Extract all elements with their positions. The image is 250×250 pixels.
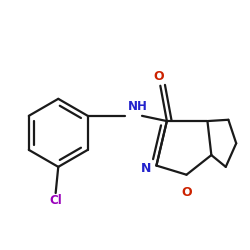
- Text: O: O: [181, 186, 192, 200]
- Text: NH: NH: [128, 100, 148, 113]
- Text: O: O: [154, 70, 164, 83]
- Text: Cl: Cl: [49, 194, 62, 207]
- Text: N: N: [141, 162, 151, 175]
